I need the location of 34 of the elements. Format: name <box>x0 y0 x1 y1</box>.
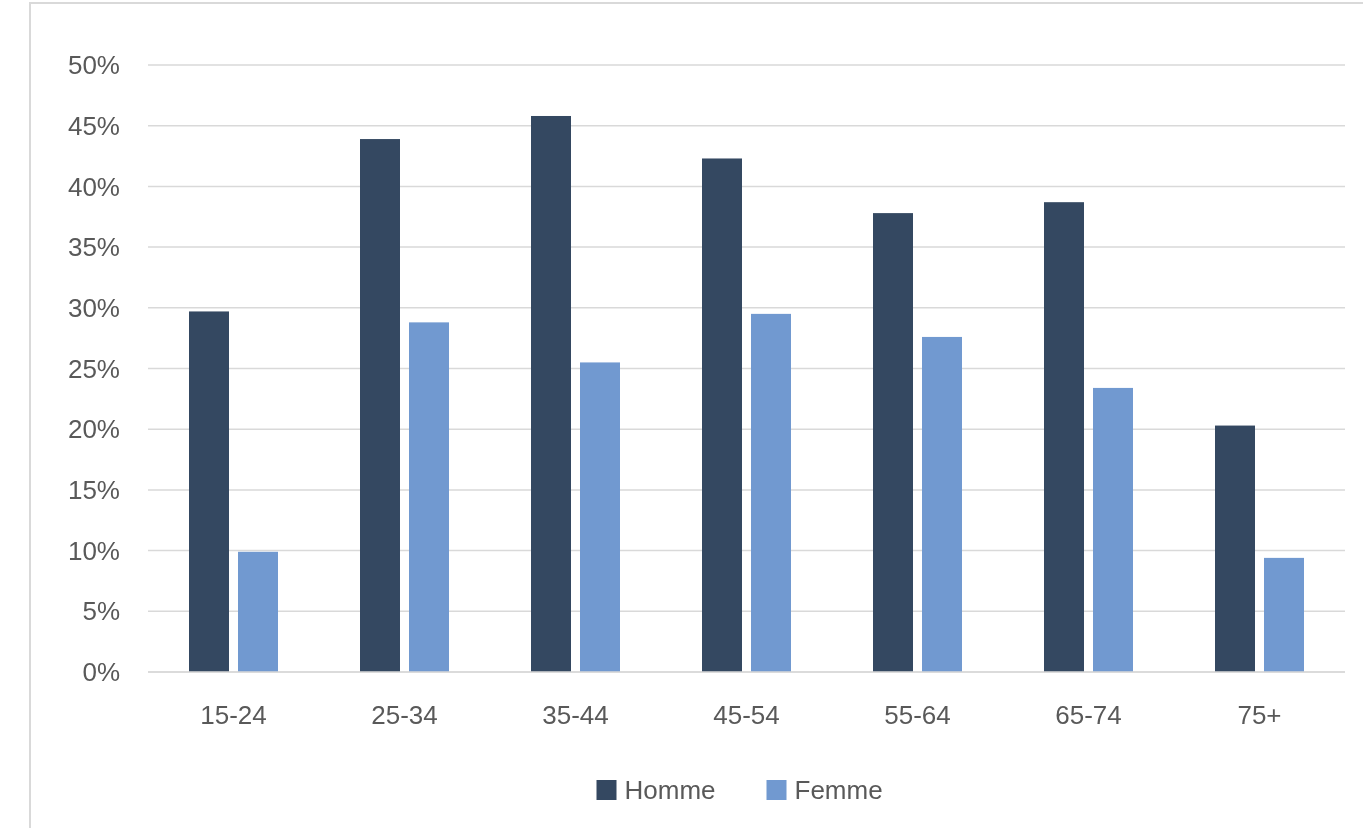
bar <box>238 551 278 672</box>
bar <box>1215 425 1255 672</box>
x-tick-label: 65-74 <box>1055 700 1122 730</box>
bar <box>580 362 620 672</box>
y-tick-label: 20% <box>67 414 120 445</box>
y-tick-label: 35% <box>67 232 120 263</box>
y-tick-label: 15% <box>67 475 120 505</box>
x-tick-label: 15-24 <box>200 700 267 730</box>
bar <box>922 336 962 672</box>
legend-label: Femme <box>794 775 883 806</box>
bar <box>189 311 229 672</box>
y-tick-label: 0% <box>82 657 120 688</box>
y-tick-label: 25% <box>67 353 120 384</box>
y-tick-label: 40% <box>67 171 120 202</box>
y-tick-label: 45% <box>67 110 120 141</box>
bar <box>1093 387 1133 672</box>
y-tick-label: 5% <box>82 596 120 627</box>
x-tick-label: 35-44 <box>542 700 609 730</box>
bar <box>751 313 791 672</box>
bar <box>360 139 400 672</box>
bar <box>1264 557 1304 672</box>
y-tick-label: 10% <box>67 535 120 566</box>
x-tick-label: 25-34 <box>371 700 438 730</box>
bar <box>409 322 449 672</box>
bar <box>1044 202 1084 672</box>
bar <box>702 158 742 672</box>
x-tick-label: 55-64 <box>884 700 951 730</box>
y-tick-label: 30% <box>67 292 120 323</box>
legend-label: Homme <box>624 775 716 806</box>
x-tick-label: 45-54 <box>713 700 780 730</box>
y-tick-label: 50% <box>67 50 120 81</box>
bar <box>873 213 913 672</box>
x-tick-label: 75+ <box>1237 700 1282 730</box>
bar <box>531 115 571 672</box>
